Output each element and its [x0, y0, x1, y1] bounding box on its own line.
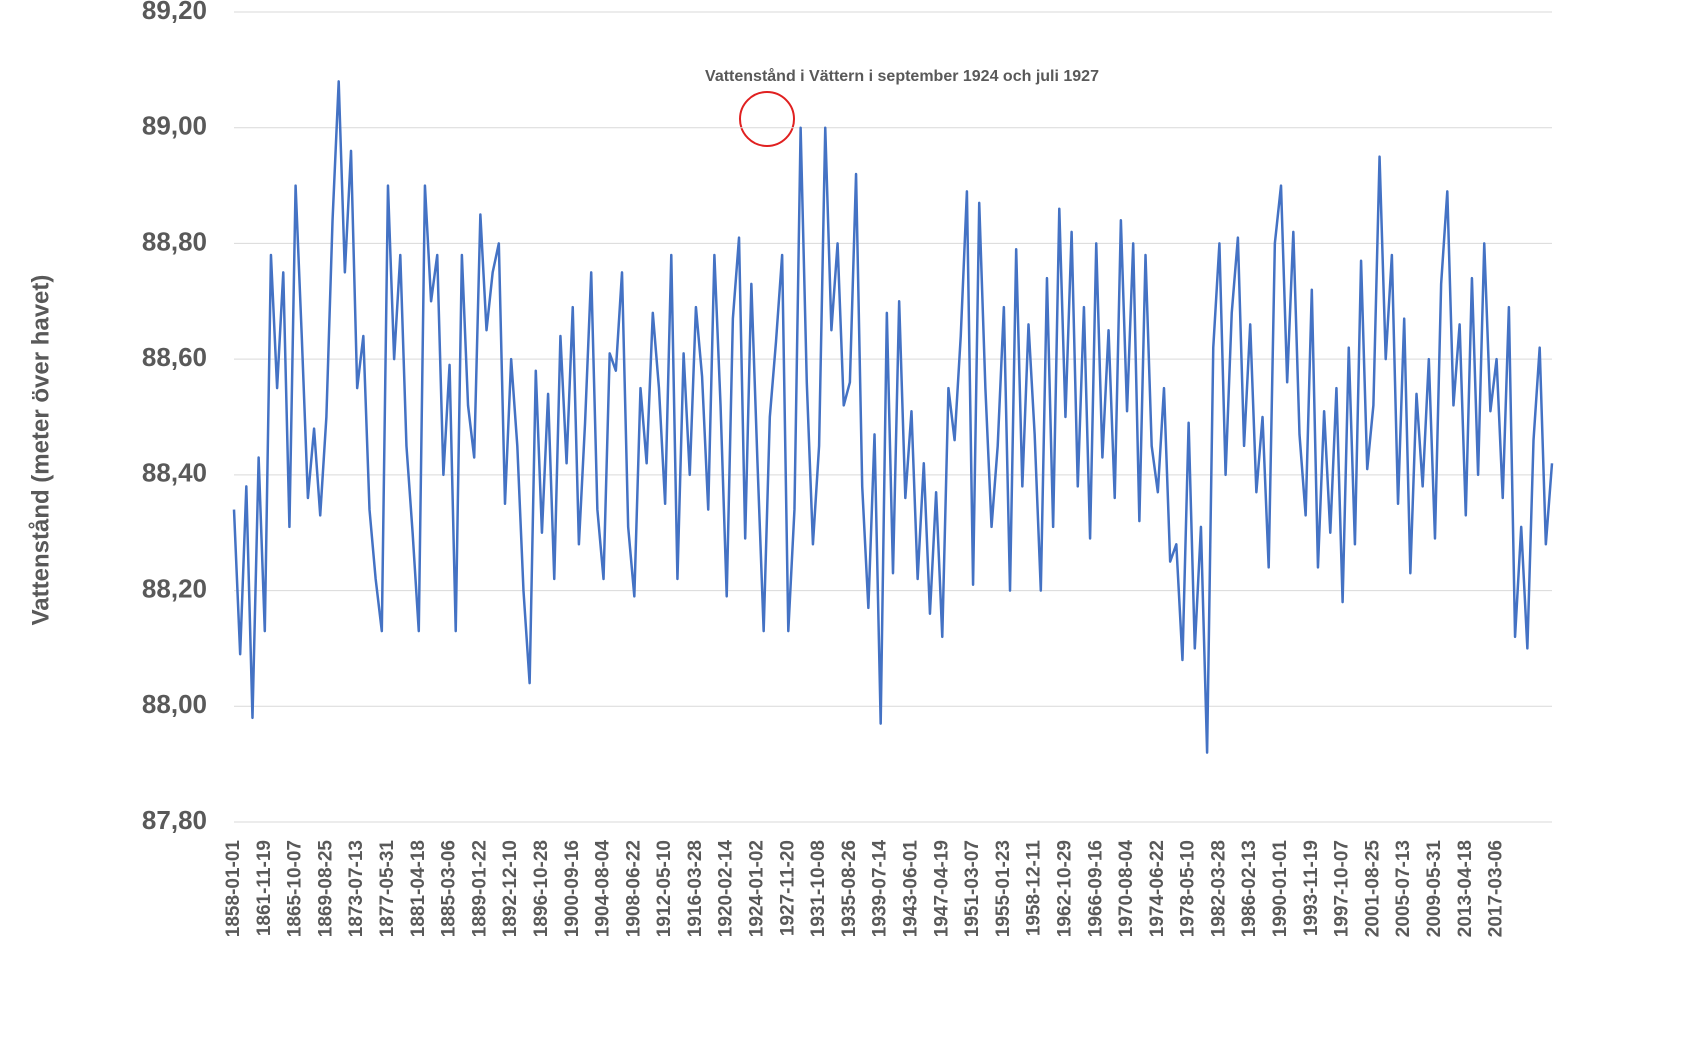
x-tick-label: 1966-09-16 [1085, 840, 1106, 937]
x-tick-label: 1970-08-04 [1116, 840, 1137, 938]
x-tick-label: 1896-10-28 [531, 840, 552, 937]
x-tick-label: 1997-10-07 [1332, 840, 1353, 937]
highlight-circle [739, 91, 795, 147]
x-tick-label: 1889-01-22 [469, 840, 490, 937]
y-tick-label: 87,80 [142, 805, 207, 835]
x-tick-label: 1916-03-28 [685, 840, 706, 937]
x-tick-label: 2017-03-06 [1486, 840, 1507, 937]
x-tick-label: 1927-11-20 [777, 840, 798, 936]
x-tick-label: 1900-09-16 [562, 840, 583, 937]
x-tick-label: 1943-06-01 [900, 840, 921, 938]
x-tick-label: 1924-01-02 [747, 840, 768, 937]
annotation: Vattenstånd i Vättern i september 1924 o… [705, 67, 1099, 85]
x-tick-label: 1908-06-22 [623, 840, 644, 937]
y-tick-label: 88,60 [142, 342, 207, 372]
x-tick-label: 1892-12-10 [500, 840, 521, 937]
x-tick-label: 1951-03-07 [962, 840, 983, 937]
x-tick-label: 1869-08-25 [315, 840, 336, 938]
x-tick-label: 1958-12-11 [1024, 840, 1045, 937]
x-tick-label: 1962-10-29 [1054, 840, 1075, 937]
x-tick-label: 1877-05-31 [377, 840, 398, 938]
x-tick-label: 1982-03-28 [1208, 840, 1229, 937]
y-tick-label: 88,00 [142, 689, 207, 719]
x-tick-label: 1865-10-07 [285, 840, 306, 937]
x-tick-label: 1990-01-01 [1270, 840, 1291, 938]
y-tick-label: 88,20 [142, 573, 207, 603]
x-tick-label: 1885-03-06 [439, 840, 460, 937]
x-tick-label: 1912-05-10 [654, 840, 675, 937]
x-tick-label: 1955-01-23 [993, 840, 1014, 937]
y-tick-label: 88,80 [142, 226, 207, 256]
x-tick-label: 2009-05-31 [1424, 840, 1445, 938]
x-tick-label: 1986-02-13 [1239, 840, 1260, 937]
x-tick-label: 1947-04-19 [931, 840, 952, 937]
x-tick-label: 2001-08-25 [1362, 840, 1383, 938]
y-tick-label: 89,20 [142, 0, 207, 25]
y-axis-title: Vattenstånd (meter över havet) [27, 275, 54, 626]
x-tick-label: 1858-01-01 [223, 840, 244, 938]
x-tick-label: 1904-08-04 [593, 840, 614, 938]
x-tick-label: 2013-04-18 [1455, 840, 1476, 937]
x-tick-label: 1935-08-26 [839, 840, 860, 937]
x-tick-label: 1978-05-10 [1178, 840, 1199, 937]
x-tick-label: 1873-07-13 [346, 840, 367, 937]
x-tick-label: 2005-07-13 [1393, 840, 1414, 937]
y-tick-label: 88,40 [142, 458, 207, 488]
x-tick-label: 1993-11-19 [1301, 840, 1322, 936]
x-tick-label: 1974-06-22 [1147, 840, 1168, 937]
y-tick-label: 89,00 [142, 111, 207, 141]
data-line [232, 80, 1554, 754]
x-tick-label: 1881-04-18 [408, 840, 429, 937]
x-tick-label: 1931-10-08 [808, 840, 829, 937]
x-tick-label: 1861-11-19 [254, 840, 275, 936]
x-tick-label: 1939-07-14 [870, 840, 891, 938]
x-tick-label: 1920-02-14 [716, 840, 737, 938]
